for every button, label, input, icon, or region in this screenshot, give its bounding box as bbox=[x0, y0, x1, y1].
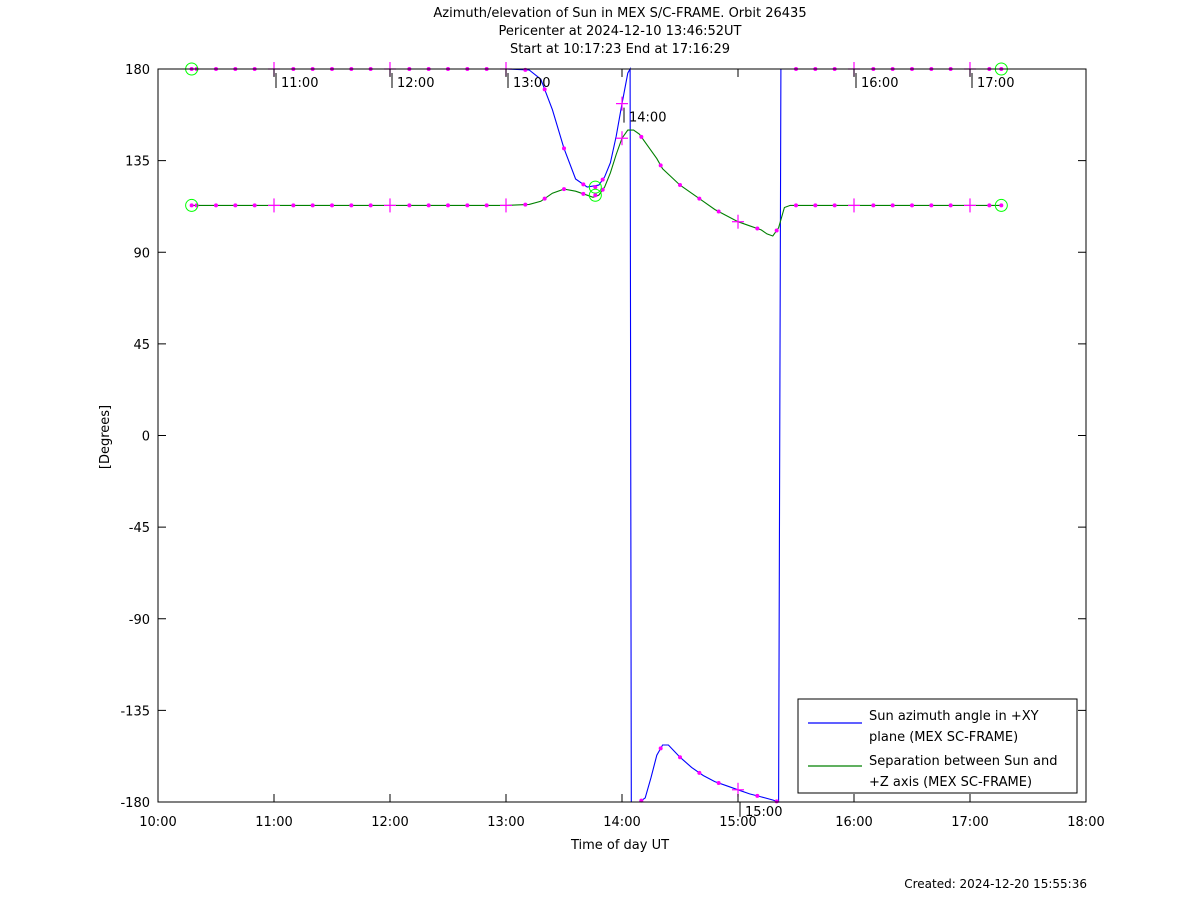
chart-subtitle-start-end: Start at 10:17:23 End at 17:16:29 bbox=[509, 42, 731, 57]
sample-dot bbox=[214, 203, 218, 208]
hour-annotation-label: 13:00 bbox=[513, 76, 550, 91]
endpoint-dot bbox=[999, 203, 1004, 208]
separation-line bbox=[191, 129, 1002, 237]
sample-dot bbox=[349, 203, 354, 208]
sample-dot bbox=[832, 203, 837, 208]
hour-annotation-label: 14:00 bbox=[629, 111, 666, 126]
sample-dot bbox=[697, 770, 702, 775]
sample-dot bbox=[697, 196, 702, 201]
sample-dot bbox=[581, 191, 586, 196]
y-axis-label: [Degrees] bbox=[98, 405, 113, 469]
sample-dot bbox=[600, 177, 605, 182]
sample-dot bbox=[658, 163, 663, 168]
plot-frame bbox=[157, 68, 1087, 803]
sample-dot bbox=[523, 67, 528, 72]
x-tick-label: 16:00 bbox=[835, 815, 872, 830]
sample-dot bbox=[291, 203, 296, 208]
hour-annotation-label: 11:00 bbox=[281, 76, 318, 91]
endpoint-circle bbox=[588, 188, 602, 202]
y-tick-label: 45 bbox=[133, 338, 150, 353]
y-tick-label: -135 bbox=[120, 704, 150, 719]
sample-dot bbox=[330, 203, 334, 208]
legend: Sun azimuth angle in +XY plane (MEX SC-F… bbox=[797, 698, 1078, 794]
sample-dot bbox=[600, 187, 605, 192]
sample-dot bbox=[368, 203, 373, 208]
chart-title: Azimuth/elevation of Sun in MEX S/C-FRAM… bbox=[433, 6, 807, 21]
sample-dot bbox=[929, 203, 934, 208]
x-axis-label: Time of day UT bbox=[570, 838, 669, 853]
sample-dot bbox=[716, 209, 721, 214]
sample-dot bbox=[639, 134, 644, 139]
endpoint-dot bbox=[189, 203, 194, 208]
y-tick-label: -180 bbox=[120, 796, 150, 811]
sample-dot bbox=[871, 203, 876, 208]
hour-annotation-label: 17:00 bbox=[977, 76, 1014, 91]
y-tick-label: 135 bbox=[125, 155, 150, 170]
sample-dot bbox=[562, 187, 566, 192]
azimuth-line bbox=[191, 66, 1002, 803]
sample-dot bbox=[310, 203, 315, 208]
endpoint-circle bbox=[994, 198, 1008, 212]
x-tick-label: 18:00 bbox=[1067, 815, 1104, 830]
hour-annotation-label: 12:00 bbox=[397, 76, 434, 91]
x-tick-label: 11:00 bbox=[255, 815, 292, 830]
x-tick-label: 14:00 bbox=[603, 815, 640, 830]
sample-dot bbox=[755, 226, 760, 231]
sample-dot bbox=[948, 203, 953, 208]
y-tick-label: -90 bbox=[129, 613, 150, 628]
y-tick-label: 90 bbox=[133, 246, 150, 261]
y-tick-label: 0 bbox=[142, 430, 150, 445]
sample-dot bbox=[987, 203, 992, 208]
x-tick-label: 12:00 bbox=[371, 815, 408, 830]
sample-dot bbox=[465, 203, 470, 208]
legend-label-azimuth-line1: Sun azimuth angle in +XY bbox=[869, 709, 1039, 724]
sample-dot bbox=[910, 203, 914, 208]
sample-dot bbox=[716, 780, 721, 785]
sample-dot bbox=[523, 202, 528, 207]
x-tick-label: 17:00 bbox=[951, 815, 988, 830]
endpoint-dot bbox=[593, 185, 598, 190]
sample-dot bbox=[890, 203, 895, 208]
sample-dot bbox=[678, 755, 682, 760]
hour-annotation-label: 16:00 bbox=[861, 76, 898, 91]
sample-dot bbox=[542, 87, 547, 92]
endpoint-dot bbox=[593, 193, 598, 198]
sample-dot bbox=[658, 746, 663, 751]
sample-dot bbox=[794, 203, 798, 208]
legend-label-separation-line1: Separation between Sun and bbox=[869, 754, 1057, 769]
hour-annotation-label: 15:00 bbox=[745, 805, 782, 820]
x-tick-label: 13:00 bbox=[487, 815, 524, 830]
endpoint-circle bbox=[588, 180, 602, 194]
sample-dot bbox=[484, 203, 489, 208]
created-timestamp: Created: 2024-12-20 15:55:36 bbox=[904, 877, 1087, 891]
sample-dot bbox=[542, 196, 547, 201]
sample-dot bbox=[813, 203, 818, 208]
sample-dot bbox=[755, 793, 760, 798]
sample-dot bbox=[407, 203, 412, 208]
sample-dot bbox=[446, 203, 450, 208]
sample-dot bbox=[233, 203, 238, 208]
x-tick-label: 15:00 bbox=[719, 815, 756, 830]
sample-dot bbox=[678, 183, 682, 188]
sample-dot bbox=[562, 146, 566, 151]
chart-subtitle-pericenter: Pericenter at 2024-12-10 13:46:52UT bbox=[498, 24, 742, 39]
sample-dot bbox=[252, 203, 257, 208]
y-tick-label: -45 bbox=[129, 521, 150, 536]
sample-dot bbox=[774, 228, 779, 233]
legend-label-azimuth-line2: plane (MEX SC-FRAME) bbox=[869, 730, 1018, 745]
sample-dot bbox=[581, 182, 586, 187]
legend-label-separation-line2: +Z axis (MEX SC-FRAME) bbox=[869, 775, 1032, 790]
endpoint-circle bbox=[185, 198, 199, 212]
sample-dot bbox=[426, 203, 431, 208]
sample-dot bbox=[774, 799, 779, 804]
x-tick-label: 10:00 bbox=[139, 815, 176, 830]
y-tick-label: 180 bbox=[125, 63, 150, 78]
